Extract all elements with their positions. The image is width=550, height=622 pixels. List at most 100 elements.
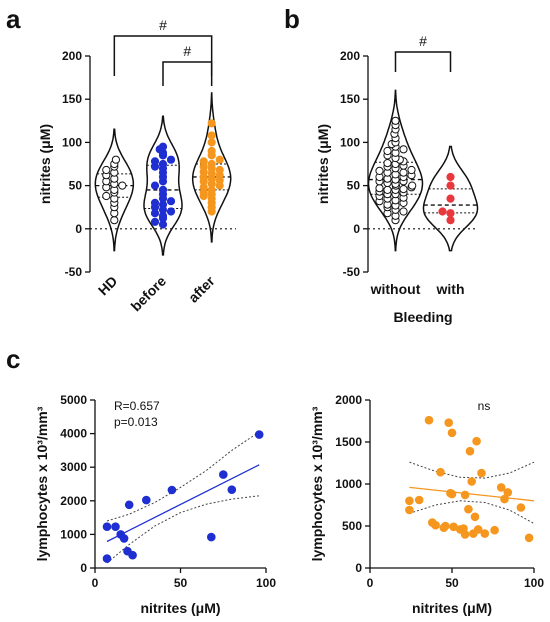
- x-axis-label: nitrites (μM): [140, 600, 220, 616]
- violin-with: [422, 145, 479, 252]
- x-axis-label: nitrites (μM): [412, 600, 492, 616]
- data-point: [500, 494, 509, 504]
- data-point: [472, 436, 481, 446]
- data-point-HD: [111, 155, 121, 164]
- significance-bracket: [113, 35, 213, 76]
- violin-HD: [94, 128, 135, 252]
- data-point: [102, 522, 112, 532]
- y-axis-label: lymphocytes x 10³/mm³: [34, 406, 50, 561]
- data-point: [447, 428, 457, 438]
- data-point: [480, 529, 490, 538]
- data-point: [524, 533, 534, 543]
- data-point-before: [166, 155, 176, 164]
- data-point-HD: [110, 216, 119, 225]
- data-point-HD: [118, 181, 127, 190]
- data-point: [477, 468, 486, 478]
- x-tick-label: after: [185, 272, 218, 305]
- data-point-with: [446, 209, 455, 218]
- data-point-after: [207, 119, 216, 128]
- y-tick-label: 1000: [60, 527, 87, 541]
- x-tick-label: 100: [524, 576, 544, 590]
- data-point: [254, 430, 264, 439]
- data-point-without: [375, 184, 384, 193]
- y-tick-label: -50: [343, 265, 361, 279]
- confidence-band-lower: [409, 500, 535, 524]
- data-point-after: [207, 159, 216, 169]
- panel-letter-a: a: [6, 4, 21, 34]
- data-point-without: [399, 168, 408, 177]
- significance-bracket: [394, 51, 452, 72]
- y-tick-label: 0: [75, 222, 82, 236]
- y-tick-label: 100: [340, 135, 360, 149]
- data-point-after: [215, 155, 224, 164]
- panel-letter-c: c: [6, 344, 20, 374]
- data-point: [414, 495, 424, 505]
- y-tick-label: 200: [62, 49, 82, 63]
- data-point: [142, 495, 151, 505]
- data-point: [470, 512, 480, 522]
- y-tick-label: 500: [342, 519, 362, 533]
- data-point: [503, 488, 513, 497]
- data-point-before: [150, 181, 160, 190]
- data-point-without: [383, 146, 392, 156]
- data-point-without: [399, 185, 408, 194]
- data-point-before: [158, 142, 168, 151]
- annotation: p=0.013: [114, 415, 158, 429]
- data-point-before: [158, 159, 168, 169]
- data-point: [227, 485, 237, 495]
- significance-bracket: [162, 61, 213, 86]
- annotation: R=0.657: [114, 399, 160, 413]
- data-point-before: [150, 198, 160, 207]
- data-point-without: [375, 166, 384, 175]
- data-point: [128, 550, 137, 560]
- data-point: [219, 470, 228, 479]
- data-point-after: [215, 165, 224, 175]
- annotation: ns: [478, 399, 491, 413]
- y-tick-label: 150: [62, 92, 82, 106]
- data-point-after: [207, 138, 216, 147]
- data-point: [431, 520, 440, 530]
- panel-c-right-scatter: 0 500 1000 1500 2000 0 50 100 lymphocytes x 10³/…: [309, 393, 544, 616]
- significance-label: #: [159, 17, 167, 33]
- data-point-before: [166, 207, 176, 216]
- data-point-without: [408, 181, 417, 190]
- data-point: [436, 467, 445, 477]
- data-point-HD: [102, 191, 111, 201]
- data-point: [167, 485, 177, 495]
- data-point-without: [407, 165, 416, 175]
- data-point: [516, 503, 526, 512]
- y-tick-label: 4000: [60, 427, 87, 441]
- y-tick-label: 2000: [335, 393, 362, 407]
- data-point-after: [207, 131, 216, 140]
- y-axis-label: lymphocytes x 10³/mm³: [309, 406, 325, 561]
- data-point: [207, 532, 216, 542]
- data-point-without: [399, 207, 408, 216]
- data-point-before: [150, 217, 160, 226]
- y-tick-label: 50: [347, 179, 361, 193]
- x-tick-label: 0: [92, 576, 99, 590]
- x-tick-label: 0: [367, 576, 374, 590]
- violin-before: [143, 115, 183, 256]
- y-tick-label: -50: [65, 265, 83, 279]
- data-point-with: [446, 181, 455, 190]
- y-tick-label: 1500: [335, 435, 362, 449]
- confidence-band-upper: [106, 431, 260, 522]
- data-point: [473, 525, 483, 534]
- panel-a-violin-chart: -50 0 50 100 150 200 nitrites (μM) HD before afte…: [37, 17, 236, 314]
- data-point: [460, 530, 470, 539]
- y-tick-label: 0: [80, 561, 87, 575]
- y-tick-label: 2000: [60, 494, 87, 508]
- data-point-before: [166, 197, 176, 206]
- confidence-band-lower: [106, 495, 260, 564]
- data-point: [465, 446, 475, 456]
- panel-b-violin-chart: -50 0 50 100 150 200 nitrites (μM) without with B…: [315, 33, 479, 325]
- data-point-without: [383, 159, 392, 168]
- y-tick-label: 5000: [60, 393, 87, 407]
- x-tick-label: HD: [95, 273, 121, 299]
- data-point: [424, 415, 434, 425]
- x-tick-label: before: [128, 273, 170, 315]
- y-tick-label: 150: [340, 92, 360, 106]
- violin-after: [191, 92, 232, 243]
- confidence-band-upper: [409, 461, 535, 479]
